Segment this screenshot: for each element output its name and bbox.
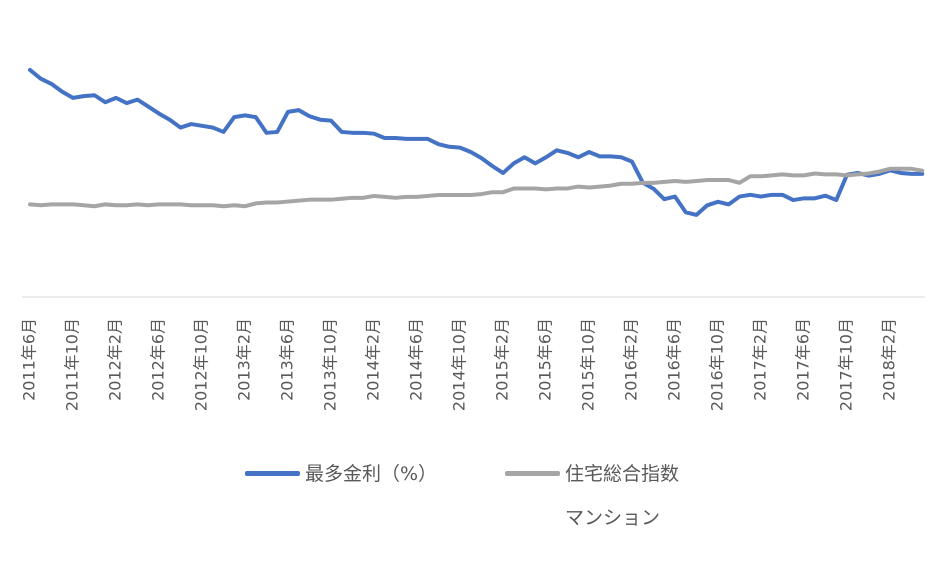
x-tick-label: 2014年10月: [450, 318, 469, 411]
x-tick-label: 2016年10月: [708, 318, 727, 411]
x-tick-label: 2017年6月: [794, 318, 813, 401]
series-line: [28, 166, 925, 209]
x-tick-label: 2013年6月: [278, 318, 297, 401]
x-tick-label: 2015年10月: [579, 318, 598, 411]
x-tick-label: 2015年6月: [536, 318, 555, 401]
x-tick-label: 2013年2月: [235, 318, 254, 401]
x-tick-label: 2017年10月: [837, 318, 856, 411]
x-tick-label: 2012年2月: [106, 318, 125, 401]
legend-swatch: [245, 471, 300, 476]
x-tick-label: 2015年2月: [493, 318, 512, 401]
legend-swatch: [505, 471, 560, 476]
chart: 2011年6月 2011年10月 2012年2月 2012年6月 2012年10月 201…: [20, 67, 925, 411]
legend-label: 住宅総合指数 マンション: [565, 463, 680, 529]
series-line: [28, 67, 925, 217]
x-tick-label: 2011年10月: [63, 318, 82, 411]
x-tick-label: 2011年6月: [20, 318, 39, 401]
x-tick-label: 2016年2月: [622, 318, 641, 401]
x-tick-label: 2012年10月: [192, 318, 211, 411]
x-tick-label: 2018年2月: [880, 318, 899, 401]
x-tick-label: 2014年6月: [407, 318, 426, 401]
x-tick-label: 2012年6月: [149, 318, 168, 401]
x-tick-label: 2013年10月: [321, 318, 340, 411]
legend-label: 最多金利（%）: [305, 463, 438, 485]
x-tick-label: 2016年6月: [665, 318, 684, 401]
x-tick-label: 2014年2月: [364, 318, 383, 401]
x-tick-label: 2017年2月: [751, 318, 770, 401]
